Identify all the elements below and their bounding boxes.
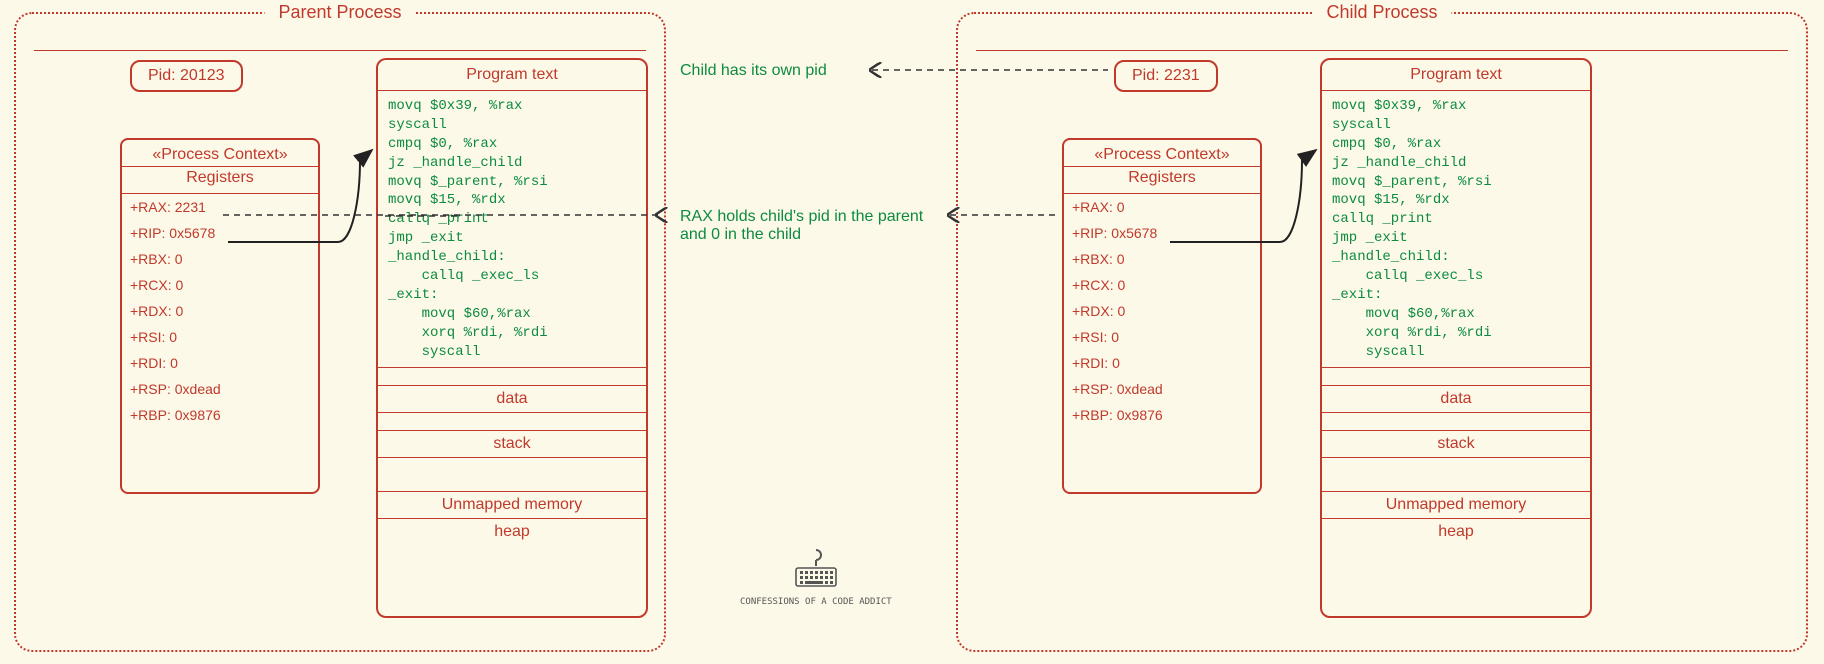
child-pid-box: Pid: 2231 — [1114, 60, 1218, 92]
footer-logo: CONFESSIONS OF A CODE ADDICT — [740, 548, 892, 607]
section-unmapped: Unmapped memory — [1322, 491, 1590, 518]
footer-text: CONFESSIONS OF A CODE ADDICT — [740, 597, 892, 607]
annotation-pid: Child has its own pid — [680, 62, 827, 80]
reg-rcx: +RCX: 0 — [122, 272, 318, 298]
parent-memory-box: Program text movq $0x39, %rax syscall cm… — [376, 58, 648, 618]
reg-rsp: +RSP: 0xdead — [1064, 376, 1260, 402]
reg-rdi: +RDI: 0 — [122, 350, 318, 376]
reg-rdi: +RDI: 0 — [1064, 350, 1260, 376]
reg-rax: +RAX: 0 — [1064, 194, 1260, 220]
reg-rsp: +RSP: 0xdead — [122, 376, 318, 402]
section-stack: stack — [1322, 430, 1590, 457]
reg-rsi: +RSI: 0 — [1064, 324, 1260, 350]
reg-rdx: +RDX: 0 — [1064, 298, 1260, 324]
gap — [1322, 367, 1590, 385]
reg-rbp: +RBP: 0x9876 — [1064, 402, 1260, 428]
reg-rip: +RIP: 0x5678 — [122, 220, 318, 246]
reg-rsi: +RSI: 0 — [122, 324, 318, 350]
program-text-header: Program text — [378, 60, 646, 91]
reg-rbx: +RBX: 0 — [122, 246, 318, 272]
reg-rcx: +RCX: 0 — [1064, 272, 1260, 298]
gap — [378, 412, 646, 430]
child-memory-box: Program text movq $0x39, %rax syscall cm… — [1320, 58, 1592, 618]
child-title-line — [976, 50, 1788, 51]
section-data: data — [378, 385, 646, 412]
reg-rbx: +RBX: 0 — [1064, 246, 1260, 272]
reg-rdx: +RDX: 0 — [122, 298, 318, 324]
child-registers-box: «Process Context» Registers +RAX: 0 +RIP… — [1062, 138, 1262, 494]
parent-code-block: movq $0x39, %rax syscall cmpq $0, %rax j… — [378, 91, 646, 367]
child-code-block: movq $0x39, %rax syscall cmpq $0, %rax j… — [1322, 91, 1590, 367]
reg-rip: +RIP: 0x5678 — [1064, 220, 1260, 246]
keyboard-icon — [790, 548, 842, 590]
section-stack: stack — [378, 430, 646, 457]
registers-header: Registers — [1064, 167, 1260, 194]
context-header: «Process Context» — [1064, 140, 1260, 167]
annotation-rax: RAX holds child's pid in the parent and … — [680, 208, 923, 244]
section-heap: heap — [378, 518, 646, 545]
gap — [378, 457, 646, 491]
parent-registers-box: «Process Context» Registers +RAX: 2231 +… — [120, 138, 320, 494]
registers-header: Registers — [122, 167, 318, 194]
reg-rax: +RAX: 2231 — [122, 194, 318, 220]
parent-title-line — [34, 50, 646, 51]
parent-pid-box: Pid: 20123 — [130, 60, 243, 92]
child-process-title: Child Process — [1312, 2, 1451, 23]
gap — [378, 367, 646, 385]
parent-process-title: Parent Process — [264, 2, 415, 23]
section-unmapped: Unmapped memory — [378, 491, 646, 518]
context-header: «Process Context» — [122, 140, 318, 167]
gap — [1322, 457, 1590, 491]
section-data: data — [1322, 385, 1590, 412]
gap — [1322, 412, 1590, 430]
reg-rbp: +RBP: 0x9876 — [122, 402, 318, 428]
program-text-header: Program text — [1322, 60, 1590, 91]
section-heap: heap — [1322, 518, 1590, 545]
